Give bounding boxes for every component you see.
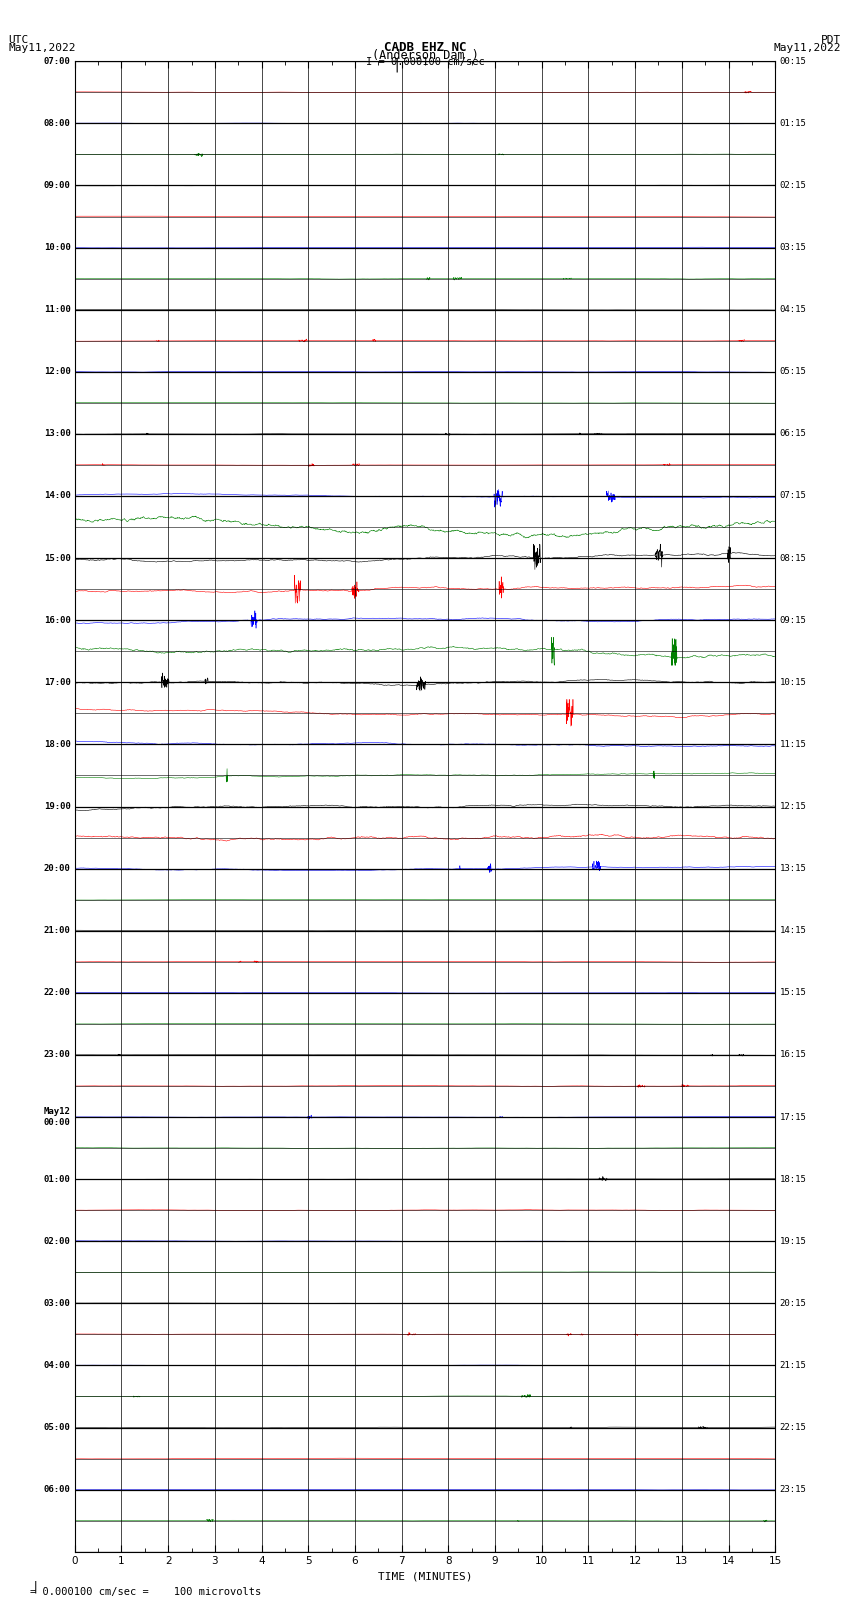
Text: 10:15: 10:15 [779,677,807,687]
Text: 10:00: 10:00 [43,244,71,252]
Text: 16:15: 16:15 [779,1050,807,1060]
Text: 03:00: 03:00 [43,1298,71,1308]
Text: I = 0.000100 cm/sec: I = 0.000100 cm/sec [366,58,484,68]
Text: 15:15: 15:15 [779,989,807,997]
Text: 23:00: 23:00 [43,1050,71,1060]
Text: 20:00: 20:00 [43,865,71,873]
Text: 04:00: 04:00 [43,1361,71,1369]
Text: 08:15: 08:15 [779,553,807,563]
Text: 14:00: 14:00 [43,492,71,500]
Text: 06:00: 06:00 [43,1486,71,1494]
Text: PDT: PDT [821,35,842,45]
Text: 21:00: 21:00 [43,926,71,936]
Text: 05:00: 05:00 [43,1423,71,1432]
Text: 16:00: 16:00 [43,616,71,624]
Text: 02:00: 02:00 [43,1237,71,1245]
Text: 22:15: 22:15 [779,1423,807,1432]
Text: |: | [17,1581,39,1594]
Text: 18:15: 18:15 [779,1174,807,1184]
Text: 13:15: 13:15 [779,865,807,873]
X-axis label: TIME (MINUTES): TIME (MINUTES) [377,1571,473,1581]
Text: (Anderson Dam ): (Anderson Dam ) [371,50,479,63]
Text: 11:15: 11:15 [779,740,807,748]
Text: 11:00: 11:00 [43,305,71,315]
Text: 07:15: 07:15 [779,492,807,500]
Text: 00:15: 00:15 [779,56,807,66]
Text: 05:15: 05:15 [779,368,807,376]
Text: 12:00: 12:00 [43,368,71,376]
Text: 18:00: 18:00 [43,740,71,748]
Text: |: | [393,58,401,71]
Text: 14:15: 14:15 [779,926,807,936]
Text: 21:15: 21:15 [779,1361,807,1369]
Text: 01:15: 01:15 [779,119,807,127]
Text: 12:15: 12:15 [779,802,807,811]
Text: 04:15: 04:15 [779,305,807,315]
Text: 17:15: 17:15 [779,1113,807,1121]
Text: 19:15: 19:15 [779,1237,807,1245]
Text: May11,2022: May11,2022 [8,44,76,53]
Text: 07:00: 07:00 [43,56,71,66]
Text: 08:00: 08:00 [43,119,71,127]
Text: May12
00:00: May12 00:00 [43,1107,71,1127]
Text: = 0.000100 cm/sec =    100 microvolts: = 0.000100 cm/sec = 100 microvolts [30,1587,261,1597]
Text: 13:00: 13:00 [43,429,71,439]
Text: 03:15: 03:15 [779,244,807,252]
Text: May11,2022: May11,2022 [774,44,842,53]
Text: 09:15: 09:15 [779,616,807,624]
Text: 02:15: 02:15 [779,181,807,190]
Text: 17:00: 17:00 [43,677,71,687]
Text: 09:00: 09:00 [43,181,71,190]
Text: CADB EHZ NC: CADB EHZ NC [383,40,467,55]
Text: 15:00: 15:00 [43,553,71,563]
Text: 22:00: 22:00 [43,989,71,997]
Text: 01:00: 01:00 [43,1174,71,1184]
Text: 19:00: 19:00 [43,802,71,811]
Text: 23:15: 23:15 [779,1486,807,1494]
Text: 06:15: 06:15 [779,429,807,439]
Text: UTC: UTC [8,35,29,45]
Text: 20:15: 20:15 [779,1298,807,1308]
